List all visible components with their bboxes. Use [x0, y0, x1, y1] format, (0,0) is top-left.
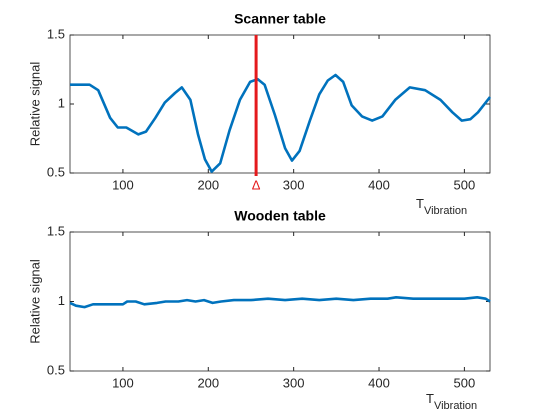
x-tick-label: 400: [368, 375, 390, 390]
x-axis-label-main: T: [426, 391, 434, 406]
x-axis-label-main: T: [416, 196, 424, 211]
chart-title: Wooden table: [234, 208, 326, 224]
axes-box: [69, 231, 491, 372]
x-axis-label-sub: Vibration: [424, 205, 467, 217]
y-axis-label: Relative signal: [27, 62, 42, 147]
x-tick-label: 200: [197, 375, 219, 390]
y-tick-label: 1: [58, 95, 65, 110]
x-axis-label: TVibration: [416, 196, 467, 216]
axes-box: [69, 34, 491, 174]
y-axis-label: Relative signal: [27, 259, 42, 344]
x-tick-label: 200: [197, 177, 219, 192]
y-tick-label: 1.5: [47, 223, 65, 238]
x-tick-label: 500: [454, 177, 476, 192]
x-tick-label: 100: [112, 375, 134, 390]
x-tick-label: 400: [368, 177, 390, 192]
annotation-label: Δ: [252, 177, 261, 192]
x-tick-label: 300: [283, 375, 305, 390]
x-tick-label: 300: [283, 177, 305, 192]
x-axis-label-sub: Vibration: [434, 400, 477, 412]
y-tick-label: 0.5: [47, 362, 65, 377]
chart-title: Scanner table: [234, 11, 326, 27]
y-tick-label: 1.5: [47, 26, 65, 41]
data-line: [69, 296, 491, 309]
y-tick-label: 0.5: [47, 164, 65, 179]
data-line: [70, 73, 492, 173]
y-tick-label: 1: [58, 293, 65, 308]
x-tick-label: 500: [454, 375, 476, 390]
x-tick-label: 100: [112, 177, 134, 192]
x-axis-label: TVibration: [426, 391, 477, 411]
